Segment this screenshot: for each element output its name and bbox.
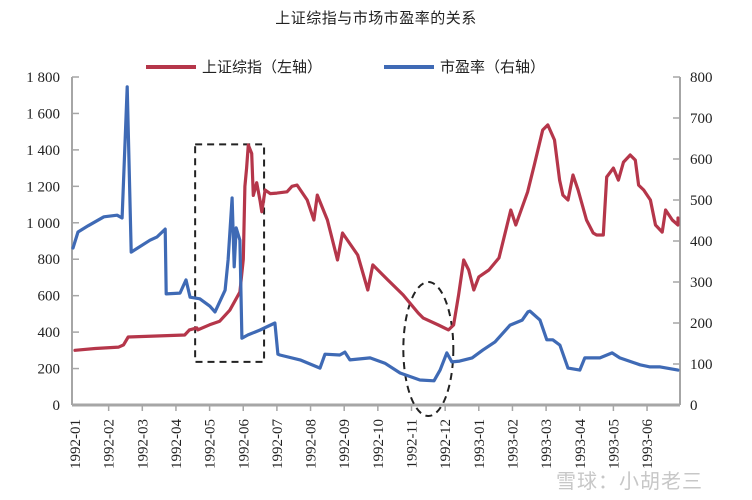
right-axis-tick-label: 100 [690, 357, 713, 373]
x-axis-tick-label: 1993-03 [539, 419, 555, 469]
x-axis-tick-label: 1992-11 [405, 419, 421, 468]
x-axis-tick-label: 1992-03 [135, 419, 151, 469]
watermark: 雪球：小胡老三 [556, 469, 703, 493]
x-axis-tick-label: 1992-07 [270, 419, 286, 469]
legend-swatch-red-icon [146, 64, 196, 69]
right-axis-tick-label: 600 [690, 152, 713, 168]
legend-item-pe-ratio: 市盈率（右轴） [384, 56, 545, 77]
right-axis-tick-label: 300 [690, 275, 713, 291]
left-axis-tick-label: 600 [38, 289, 61, 305]
right-axis-tick-label: 800 [690, 70, 713, 86]
x-axis-tick-label: 1992-02 [102, 419, 118, 469]
x-axis-tick-label: 1992-12 [438, 419, 454, 469]
x-axis-tick-label: 1992-06 [236, 419, 252, 469]
x-axis-tick-label: 1993-04 [573, 419, 589, 469]
x-axis-tick-label: 1993-05 [606, 419, 622, 469]
dashed-highlight-ellipse [402, 281, 455, 418]
legend-label-pe-ratio: 市盈率（右轴） [440, 58, 546, 76]
series-lines [71, 85, 680, 383]
pe-ratio-line [71, 85, 680, 383]
x-axis-tick-label: 1993-02 [505, 419, 521, 469]
right-axis-tick-label: 500 [690, 193, 713, 209]
left-axis-tick-label: 800 [38, 252, 61, 268]
annotations [194, 143, 455, 418]
right-axis-tick-label: 0 [690, 398, 698, 414]
left-axis-tick-label: 1 800 [26, 70, 60, 86]
left-axis-tick-label: 1 400 [26, 143, 60, 159]
right-axis-tick-label: 200 [690, 316, 713, 332]
left-axis-tick-label: 0 [53, 398, 61, 414]
left-axis-tick-label: 200 [38, 362, 61, 378]
sse-index-line [73, 123, 680, 352]
right-axis-tick-label: 400 [690, 234, 713, 250]
left-axis-tick-label: 1 000 [26, 216, 60, 232]
legend-item-sse-index: 上证综指（左轴） [146, 56, 322, 77]
left-axis-tick-label: 1 600 [26, 106, 60, 122]
left-axis-tick-label: 1 200 [26, 179, 60, 195]
legend-swatch-blue-icon [384, 64, 434, 69]
x-axis-tick-label: 1993-01 [472, 419, 488, 469]
right-axis-tick-label: 700 [690, 111, 713, 127]
chart-title: 上证综指与市场市盈率的关系 [275, 9, 477, 27]
x-axis-tick-label: 1992-09 [337, 419, 353, 469]
legend-label-sse-index: 上证综指（左轴） [202, 58, 323, 76]
x-axis-tick-label: 1992-05 [203, 419, 219, 469]
x-axis-tick-label: 1992-08 [304, 419, 320, 469]
x-axis-tick-label: 1993-06 [640, 419, 656, 469]
left-axis-tick-label: 400 [38, 325, 61, 341]
x-axis-tick-label: 1992-01 [68, 419, 84, 469]
x-axis-tick-label: 1992-04 [169, 419, 185, 469]
x-axis-tick-label: 1992-10 [371, 419, 387, 469]
